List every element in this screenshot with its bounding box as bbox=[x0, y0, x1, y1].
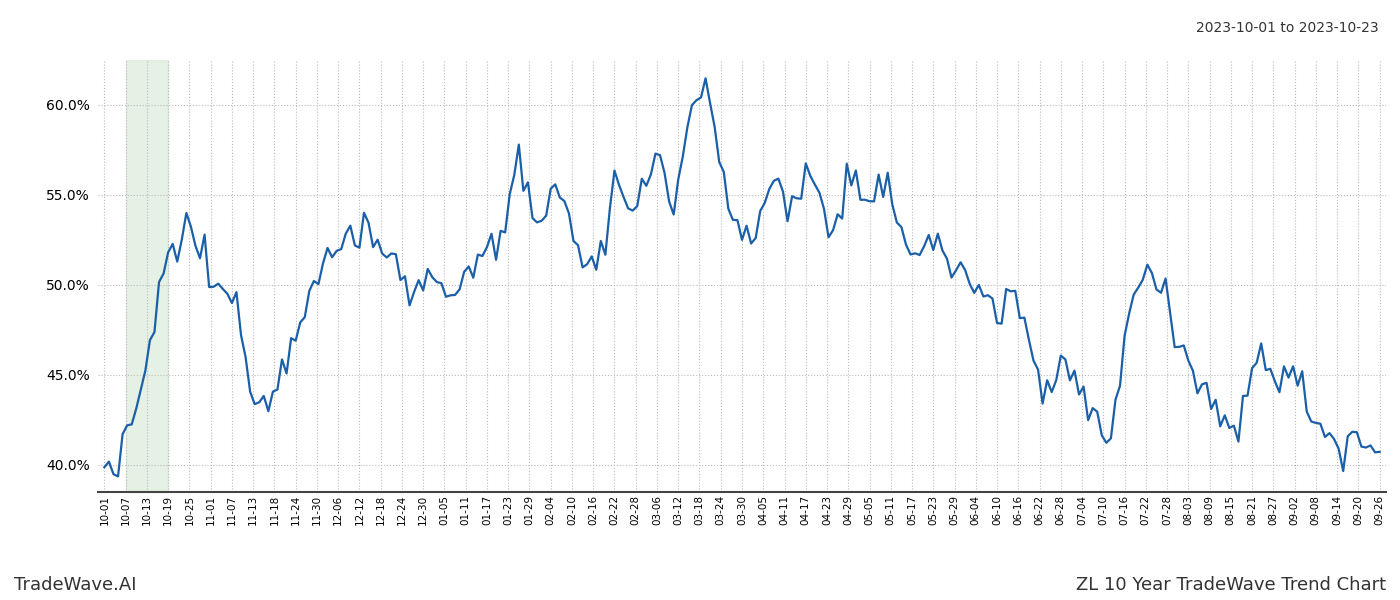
Text: ZL 10 Year TradeWave Trend Chart: ZL 10 Year TradeWave Trend Chart bbox=[1075, 576, 1386, 594]
Text: 2023-10-01 to 2023-10-23: 2023-10-01 to 2023-10-23 bbox=[1197, 21, 1379, 35]
Text: TradeWave.AI: TradeWave.AI bbox=[14, 576, 137, 594]
Bar bbox=[126, 60, 168, 492]
